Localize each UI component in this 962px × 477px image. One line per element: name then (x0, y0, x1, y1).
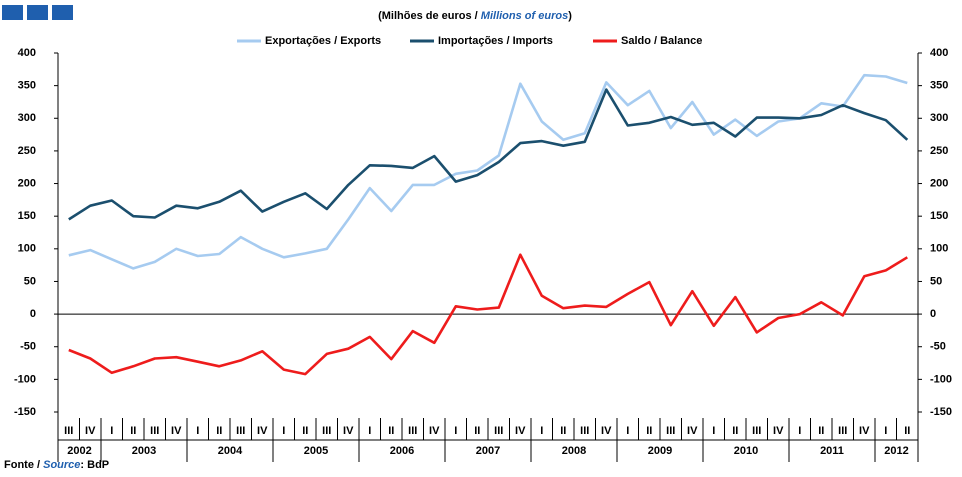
x-tick-label: II (130, 425, 136, 437)
x-tick-label: I (712, 425, 715, 437)
y-tick-label: -100 (14, 373, 36, 385)
y-tick-label: 150 (18, 210, 36, 222)
x-tick-label: II (216, 425, 222, 437)
x-tick-label: II (302, 425, 308, 437)
y2-tick-label: 350 (930, 80, 948, 92)
x-tick-label: I (454, 425, 457, 437)
y2-tick-label: -100 (930, 373, 952, 385)
legend-label: Importações / Imports (438, 35, 553, 47)
x-tick-label: III (408, 425, 417, 437)
subtitle: (Milhões de euros / Millions of euros) (378, 10, 572, 22)
x-tick-label: IV (171, 425, 182, 437)
subtitle-part: (Milhões de euros / (378, 10, 481, 22)
x-tick-label: I (626, 425, 629, 437)
x-tick-label: III (64, 425, 73, 437)
y-tick-label: 50 (24, 275, 36, 287)
x-tick-label: IV (515, 425, 526, 437)
x-tick-label: II (388, 425, 394, 437)
x-tick-label: IV (859, 425, 870, 437)
source-part: Source (43, 459, 80, 471)
x-tick-label: I (368, 425, 371, 437)
y2-tick-label: 0 (930, 308, 936, 320)
y2-tick-label: 200 (930, 177, 948, 189)
x-tick-label: IV (429, 425, 440, 437)
year-label: 2004 (218, 445, 243, 457)
year-label: 2005 (304, 445, 328, 457)
y-tick-label: 400 (18, 47, 36, 59)
x-tick-label: I (282, 425, 285, 437)
x-tick-label: IV (773, 425, 784, 437)
legend-label: Saldo / Balance (621, 35, 702, 47)
x-tick-label: II (474, 425, 480, 437)
x-tick-label: IV (687, 425, 698, 437)
y2-tick-label: -150 (930, 406, 952, 418)
x-tick-label: III (150, 425, 159, 437)
y2-tick-label: 250 (930, 145, 948, 157)
source-part: : BdP (80, 459, 109, 471)
x-tick-label: IV (343, 425, 354, 437)
subtitle-part: ) (568, 10, 572, 22)
x-tick-label: II (732, 425, 738, 437)
logo-block (27, 5, 48, 20)
x-tick-label: III (666, 425, 675, 437)
year-label: 2006 (390, 445, 414, 457)
x-tick-label: I (110, 425, 113, 437)
y-tick-label: 200 (18, 177, 36, 189)
subtitle-part: Millions of euros (481, 10, 568, 22)
legend-label: Exportações / Exports (265, 35, 381, 47)
y2-tick-label: 100 (930, 243, 948, 255)
y2-tick-label: -50 (930, 341, 946, 353)
year-label: 2010 (734, 445, 758, 457)
year-label: 2002 (67, 445, 91, 457)
y-tick-label: 350 (18, 80, 36, 92)
x-tick-label: III (322, 425, 331, 437)
x-tick-label: I (540, 425, 543, 437)
x-tick-label: IV (85, 425, 96, 437)
x-tick-label: IV (601, 425, 612, 437)
logo-block (2, 5, 23, 20)
series-line (68, 88, 909, 221)
x-tick-label: III (838, 425, 847, 437)
y2-tick-label: 50 (930, 275, 942, 287)
y2-tick-label: 400 (930, 47, 948, 59)
y-tick-label: -50 (20, 341, 36, 353)
x-tick-label: III (580, 425, 589, 437)
series-line (68, 73, 908, 270)
y2-tick-label: 300 (930, 112, 948, 124)
year-label: 2009 (648, 445, 672, 457)
x-tick-label: II (904, 425, 910, 437)
year-label: 2003 (132, 445, 156, 457)
x-tick-label: I (196, 425, 199, 437)
source: Fonte / Source: BdP (4, 459, 109, 471)
year-label: 2007 (476, 445, 500, 457)
source-part: Fonte / (4, 459, 43, 471)
series-line (68, 253, 908, 376)
year-label: 2011 (820, 445, 844, 457)
y-tick-label: 100 (18, 243, 36, 255)
y2-tick-label: 150 (930, 210, 948, 222)
x-tick-label: III (494, 425, 503, 437)
x-tick-label: III (752, 425, 761, 437)
x-tick-label: I (798, 425, 801, 437)
y-tick-label: 300 (18, 112, 36, 124)
x-tick-label: III (236, 425, 245, 437)
y-tick-label: 250 (18, 145, 36, 157)
y-tick-label: -150 (14, 406, 36, 418)
year-label: 2012 (884, 445, 908, 457)
x-tick-label: II (646, 425, 652, 437)
year-label: 2008 (562, 445, 586, 457)
y-tick-label: 0 (30, 308, 36, 320)
logo-block (52, 5, 73, 20)
x-tick-label: II (560, 425, 566, 437)
x-tick-label: II (818, 425, 824, 437)
x-tick-label: IV (257, 425, 268, 437)
x-tick-label: I (884, 425, 887, 437)
